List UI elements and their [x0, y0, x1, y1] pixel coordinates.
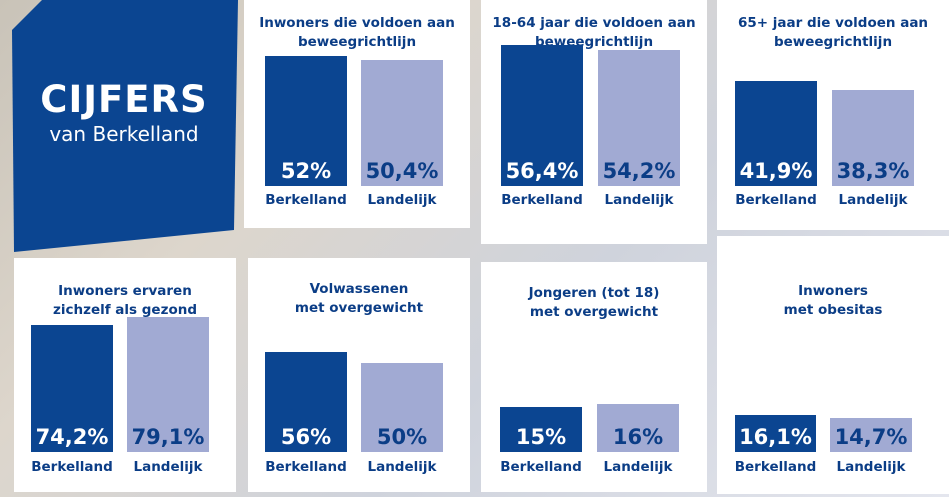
chart-title: Inwoners ervaren zichzelf als gezond — [52, 283, 197, 318]
bar-landelijk: 54,2% — [598, 50, 680, 186]
chart-title: Inwoners die voldoen aan beweegrichtlijn — [259, 15, 455, 50]
category-label-berkelland: Berkelland — [31, 459, 113, 475]
bar-value-label: 56,4% — [505, 159, 579, 183]
bar-landelijk: 50,4% — [361, 60, 443, 186]
bar-berkelland: 74,2% — [31, 325, 113, 452]
hero-title: CIJFERS — [40, 78, 208, 121]
bar-berkelland: 52% — [265, 56, 347, 186]
category-label-berkelland: Berkelland — [735, 192, 817, 208]
category-label-landelijk: Landelijk — [367, 459, 437, 475]
chart-title: 65+ jaar die voldoen aan beweegrichtlijn — [737, 15, 929, 50]
bar-value-label: 54,2% — [602, 159, 676, 183]
bar-landelijk: 16% — [597, 404, 679, 452]
bar-berkelland: 41,9% — [735, 81, 817, 186]
bar-value-label: 50,4% — [365, 159, 439, 183]
bar-berkelland: 16,1% — [735, 415, 816, 452]
category-label-berkelland: Berkelland — [500, 459, 582, 475]
bar-landelijk: 79,1% — [127, 317, 209, 452]
bar-value-label: 15% — [515, 425, 567, 449]
chart-title: Jongeren (tot 18) met overgewicht — [528, 285, 660, 320]
category-label-landelijk: Landelijk — [604, 192, 674, 208]
category-label-berkelland: Berkelland — [734, 459, 817, 475]
bar-value-label: 14,7% — [834, 425, 908, 449]
category-label-berkelland: Berkelland — [265, 459, 347, 475]
bar-landelijk: 50% — [361, 363, 443, 452]
bar-value-label: 79,1% — [131, 425, 205, 449]
bar-value-label: 38,3% — [836, 159, 910, 183]
chart-title: Volwassenen met overgewicht — [294, 281, 424, 316]
bar-berkelland: 56% — [265, 352, 347, 452]
category-label-landelijk: Landelijk — [838, 192, 908, 208]
bar-berkelland: 56,4% — [501, 45, 583, 186]
chart-card-6 — [481, 262, 707, 492]
bar-value-label: 16,1% — [739, 425, 812, 449]
bar-value-label: 74,2% — [35, 425, 109, 449]
bar-landelijk: 14,7% — [830, 418, 912, 452]
hero-banner — [12, 0, 238, 252]
bar-value-label: 52% — [280, 159, 332, 183]
bar-value-label: 16% — [612, 425, 664, 449]
chart-title: Inwoners met obesitas — [783, 283, 883, 318]
category-label-landelijk: Landelijk — [133, 459, 203, 475]
bar-landelijk: 38,3% — [832, 90, 914, 186]
category-label-landelijk: Landelijk — [367, 192, 437, 208]
hero-subtitle: van Berkelland — [49, 122, 199, 146]
chart-card-7 — [717, 236, 949, 494]
category-label-landelijk: Landelijk — [836, 459, 906, 475]
bar-value-label: 56% — [280, 425, 332, 449]
category-label-berkelland: Berkelland — [265, 192, 347, 208]
bar-value-label: 41,9% — [739, 159, 813, 183]
category-label-landelijk: Landelijk — [603, 459, 673, 475]
category-label-berkelland: Berkelland — [501, 192, 583, 208]
bar-value-label: 50% — [376, 425, 428, 449]
bar-berkelland: 15% — [500, 407, 582, 452]
